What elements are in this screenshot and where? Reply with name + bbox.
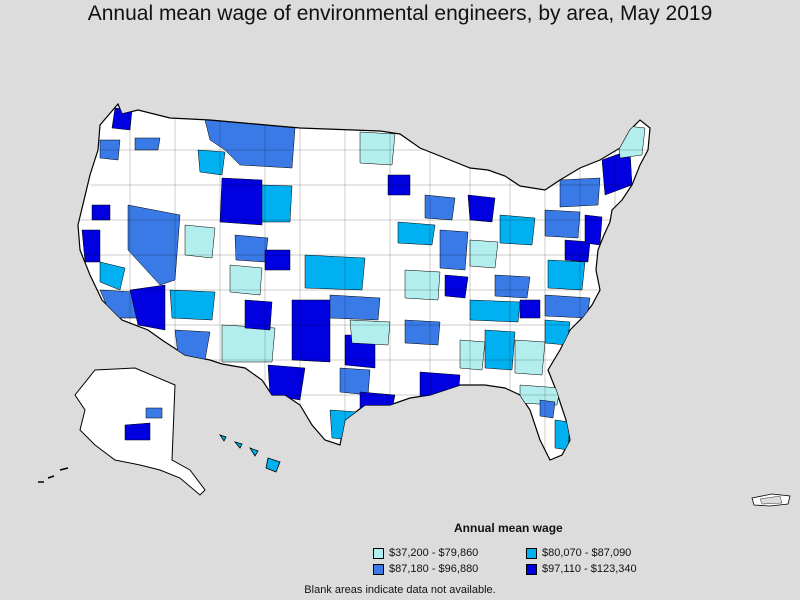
region-texas-south <box>329 409 359 441</box>
region-oklahoma <box>329 294 381 321</box>
aleutian-islands <box>38 467 69 483</box>
legend-label-2: $80,070 - $87,090 <box>542 547 632 559</box>
region-alabama <box>484 329 516 371</box>
region-michigan <box>467 194 496 223</box>
hawaii-islands <box>219 434 281 473</box>
region-utah <box>184 224 216 259</box>
region-kansas <box>304 254 366 291</box>
region-california-la <box>129 284 166 331</box>
region-pennsylvania <box>544 209 581 239</box>
wage-regions <box>80 104 650 460</box>
region-new-jersey <box>584 214 603 246</box>
region-indiana <box>469 239 499 269</box>
region-new-mexico <box>221 324 276 363</box>
footnote: Blank areas indicate data not available. <box>304 584 496 596</box>
region-arkansas <box>404 319 441 346</box>
region-california-bay <box>81 229 101 263</box>
legend-swatch-2 <box>526 547 537 559</box>
region-washington-east <box>134 137 161 151</box>
puerto-rico <box>751 493 791 507</box>
region-mississippi <box>459 339 486 371</box>
region-colorado-south <box>229 264 263 296</box>
area-borders <box>80 104 650 460</box>
map-title: Annual mean wage of environmental engine… <box>87 2 713 25</box>
region-wyoming-east <box>261 184 293 223</box>
legend-item-1: $37,200 - $79,860 <box>373 547 478 559</box>
region-south-carolina <box>544 319 571 346</box>
region-texas-west <box>291 299 331 363</box>
region-florida-south <box>554 419 571 451</box>
us-landmass <box>77 102 651 461</box>
region-arizona-north <box>169 289 216 321</box>
region-north-carolina <box>544 294 591 319</box>
legend-item-2: $80,070 - $87,090 <box>526 547 631 559</box>
region-texas-east <box>339 367 371 396</box>
region-montana <box>204 119 296 169</box>
region-colorado-denver <box>264 249 291 271</box>
region-louisiana <box>419 371 461 399</box>
region-north-dakota <box>359 131 396 166</box>
alaska-region-fairbanks <box>145 407 163 419</box>
region-georgia <box>514 339 546 376</box>
legend-swatch-4 <box>526 563 537 575</box>
region-wyoming <box>219 177 263 226</box>
region-colorado-front <box>234 234 269 263</box>
region-tennessee <box>469 299 521 323</box>
region-texas-central <box>267 364 306 401</box>
region-dc-metro <box>564 239 591 263</box>
region-washington <box>111 107 133 131</box>
legend-swatch-3 <box>373 563 384 575</box>
region-california-north <box>91 204 111 221</box>
puerto-rico-region <box>759 495 783 505</box>
alaska-region-anchorage <box>124 422 151 441</box>
legend-item-3: $87,180 - $96,880 <box>373 563 478 575</box>
region-illinois <box>439 229 469 271</box>
legend-label-4: $97,110 - $123,340 <box>542 563 637 575</box>
region-missouri <box>404 269 441 301</box>
hawaii <box>219 434 281 473</box>
region-ohio <box>499 214 536 246</box>
legend-title: Annual mean wage <box>454 521 563 535</box>
region-idaho <box>197 149 226 176</box>
region-stlouis <box>444 274 469 299</box>
region-knoxville <box>519 299 541 319</box>
legend-item-4: $97,110 - $123,340 <box>526 563 637 575</box>
region-iowa <box>397 221 436 246</box>
region-nevada <box>127 204 181 286</box>
region-new-mexico-north <box>244 299 273 331</box>
region-texas-houston <box>359 391 396 421</box>
region-maine <box>617 124 646 159</box>
region-oklahoma-east <box>349 319 391 346</box>
legend-swatch-1 <box>373 547 384 559</box>
alaska <box>38 367 206 496</box>
region-wisconsin <box>424 194 456 221</box>
legend-label-3: $87,180 - $96,880 <box>389 563 479 575</box>
region-arizona-south <box>174 329 211 361</box>
region-kentucky <box>494 274 531 299</box>
region-virginia <box>547 259 586 291</box>
continental-us <box>77 102 651 461</box>
region-florida-tampa <box>539 399 556 419</box>
legend-label-1: $37,200 - $79,860 <box>389 547 479 559</box>
